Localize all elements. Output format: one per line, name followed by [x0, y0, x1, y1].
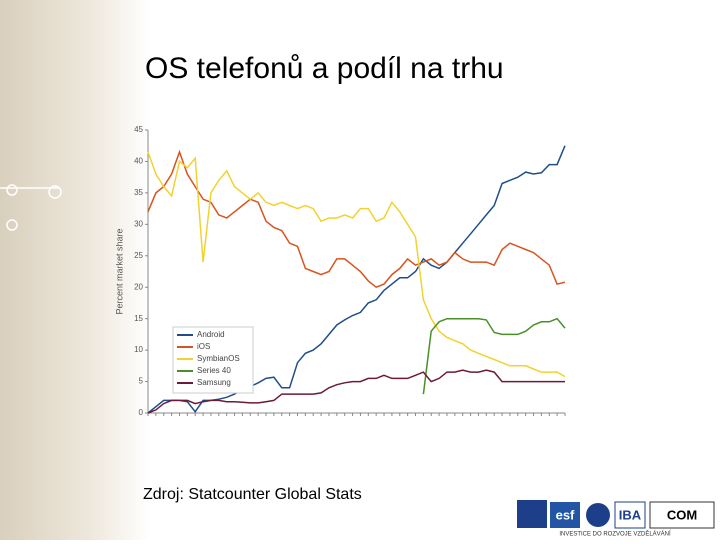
- legend-label: SymbianOS: [197, 354, 240, 363]
- legend-label: iOS: [197, 342, 210, 351]
- logo-text: IBA: [619, 507, 642, 522]
- legend-label: Android: [197, 330, 225, 339]
- slide-title: OS telefonů a podíl na trhu: [145, 52, 504, 85]
- series-line: [147, 149, 566, 289]
- y-tick-label: 40: [134, 157, 143, 166]
- y-tick-label: 45: [134, 125, 143, 134]
- logo-text: COM: [667, 507, 697, 522]
- chart: 0 5 10 15 20 25 30 35 40 45 Percent market share An…: [114, 125, 566, 417]
- legend-label: Series 40: [197, 366, 231, 375]
- legend-label: Samsung: [197, 378, 231, 387]
- y-tick-label: 5: [139, 377, 144, 386]
- y-tick-label: 35: [134, 188, 143, 197]
- y-axis-label: Percent market share: [114, 228, 124, 314]
- slide-decoration: [0, 0, 150, 540]
- footer-logos: esf IBA COM INVESTICE DO ROZVOJE VZDĚLÁV…: [517, 500, 715, 538]
- series-line: [147, 145, 566, 414]
- y-tick-label: 20: [134, 282, 143, 291]
- y-tick-label: 10: [134, 345, 143, 354]
- source-note: Zdroj: Statcounter Global Stats: [143, 486, 362, 503]
- y-tick-label: 30: [134, 219, 143, 228]
- y-tick-label: 0: [139, 408, 144, 417]
- y-tick-label: 15: [134, 314, 143, 323]
- series-line: [147, 369, 565, 414]
- decor-circles: [0, 184, 62, 231]
- y-tick-label: 25: [134, 251, 143, 260]
- series-line: [422, 317, 566, 395]
- logo-text: esf: [556, 507, 575, 522]
- footer-slogan: INVESTICE DO ROZVOJE VZDĚLÁVÁNÍ: [559, 530, 671, 538]
- series-line: [147, 151, 566, 378]
